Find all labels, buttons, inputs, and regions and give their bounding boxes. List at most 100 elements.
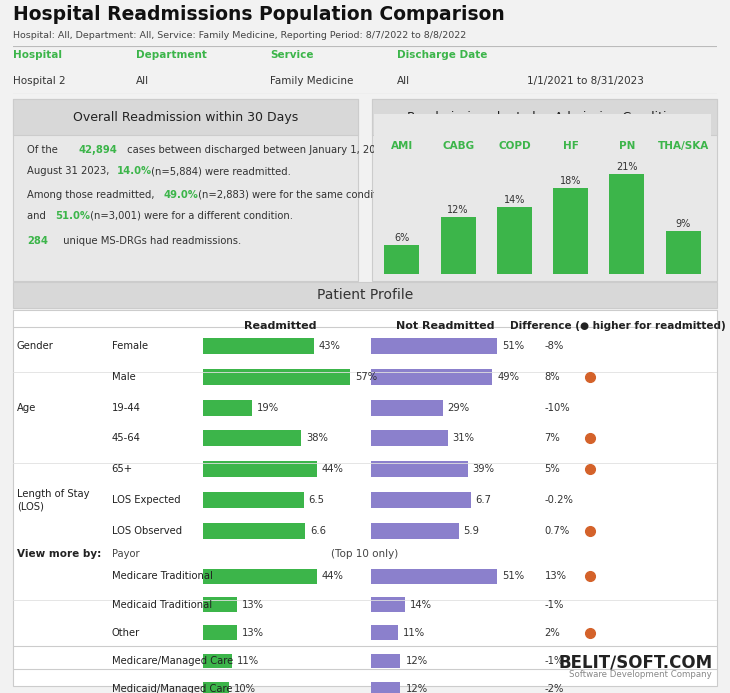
Bar: [203, 492, 304, 508]
Text: Medicare Traditional: Medicare Traditional: [112, 572, 212, 581]
Text: Length of Stay
(LOS): Length of Stay (LOS): [17, 489, 89, 511]
Text: CABG: CABG: [442, 141, 474, 151]
Text: Of the: Of the: [27, 146, 61, 155]
Text: 6.5: 6.5: [309, 495, 325, 505]
Text: August 31 2023,: August 31 2023,: [27, 166, 112, 176]
Text: 51.0%: 51.0%: [55, 211, 91, 221]
Bar: [371, 369, 493, 385]
Text: 12%: 12%: [405, 684, 428, 693]
Text: Medicare/Managed Care: Medicare/Managed Care: [112, 656, 233, 666]
Text: 21%: 21%: [616, 161, 637, 172]
Bar: [371, 523, 458, 539]
Bar: [441, 216, 475, 274]
Text: Patient Profile: Patient Profile: [317, 288, 413, 302]
Text: Difference (● higher for readmitted): Difference (● higher for readmitted): [510, 321, 726, 331]
Bar: [371, 338, 497, 354]
Text: Female: Female: [112, 341, 147, 351]
Bar: [203, 682, 229, 693]
Text: 5%: 5%: [545, 464, 560, 474]
Text: Among those readmitted,: Among those readmitted,: [27, 190, 158, 200]
Text: and: and: [27, 211, 49, 221]
Text: unique MS-DRGs had readmissions.: unique MS-DRGs had readmissions.: [61, 236, 242, 246]
Text: 13%: 13%: [242, 628, 264, 638]
Text: 44%: 44%: [322, 464, 344, 474]
Text: Medicaid Traditional: Medicaid Traditional: [112, 599, 212, 610]
Text: 10%: 10%: [234, 684, 256, 693]
Bar: [13, 99, 358, 281]
Text: 51%: 51%: [502, 341, 524, 351]
Text: Not Readmitted: Not Readmitted: [396, 321, 494, 331]
Bar: [385, 245, 419, 274]
Text: 9%: 9%: [675, 219, 691, 229]
Text: 65+: 65+: [112, 464, 133, 474]
Bar: [371, 626, 398, 640]
Text: 29%: 29%: [447, 403, 470, 412]
Text: 2%: 2%: [545, 628, 560, 638]
Text: 11%: 11%: [237, 656, 258, 666]
Bar: [203, 523, 305, 539]
Bar: [203, 338, 314, 354]
Text: Gender: Gender: [17, 341, 53, 351]
Text: COPD: COPD: [498, 141, 531, 151]
Text: 42,894: 42,894: [79, 146, 118, 155]
Text: 13%: 13%: [545, 572, 566, 581]
Text: Discharge Date: Discharge Date: [396, 50, 487, 60]
Text: 5.9: 5.9: [464, 526, 480, 536]
Text: 18%: 18%: [560, 176, 581, 186]
Text: 0.7%: 0.7%: [545, 526, 569, 536]
Bar: [372, 99, 717, 135]
Text: 19-44: 19-44: [112, 403, 141, 412]
Text: 12%: 12%: [447, 204, 469, 215]
Text: 49%: 49%: [497, 371, 519, 382]
Bar: [203, 569, 317, 584]
Text: 12%: 12%: [405, 656, 428, 666]
Text: Hospital 2: Hospital 2: [13, 76, 66, 86]
Text: 44%: 44%: [322, 572, 344, 581]
Text: 45-64: 45-64: [112, 433, 141, 444]
Text: Service: Service: [270, 50, 313, 60]
Text: -8%: -8%: [545, 341, 564, 351]
Text: Hospital Readmissions Population Comparison: Hospital Readmissions Population Compari…: [13, 5, 505, 24]
Text: Hospital: All, Department: All, Service: Family Medicine, Reporting Period: 8/7/: Hospital: All, Department: All, Service:…: [13, 31, 466, 40]
Text: 6%: 6%: [394, 234, 410, 243]
Bar: [203, 626, 237, 640]
Text: 14%: 14%: [504, 195, 525, 205]
Text: -1%: -1%: [545, 656, 564, 666]
Text: Payor: Payor: [112, 550, 139, 559]
Text: 38%: 38%: [306, 433, 328, 444]
Text: 39%: 39%: [472, 464, 494, 474]
Text: 43%: 43%: [319, 341, 341, 351]
Text: Hospital: Hospital: [13, 50, 62, 60]
Text: LOS Expected: LOS Expected: [112, 495, 180, 505]
Text: 13%: 13%: [242, 599, 264, 610]
Bar: [203, 597, 237, 612]
Text: Overall Readmission within 30 Days: Overall Readmission within 30 Days: [73, 111, 298, 124]
Text: All: All: [137, 76, 150, 86]
Text: (n=3,001) were for a different condition.: (n=3,001) were for a different condition…: [87, 211, 293, 221]
Bar: [371, 597, 405, 612]
Bar: [203, 400, 252, 416]
Text: 19%: 19%: [257, 403, 279, 412]
Bar: [371, 569, 497, 584]
Bar: [203, 369, 350, 385]
Text: Department: Department: [137, 50, 207, 60]
Text: HF: HF: [563, 141, 579, 151]
Text: (n=5,884) were readmitted.: (n=5,884) were readmitted.: [148, 166, 291, 176]
Text: -1%: -1%: [545, 599, 564, 610]
Bar: [203, 430, 301, 446]
Text: 11%: 11%: [403, 628, 425, 638]
Text: 6.6: 6.6: [310, 526, 326, 536]
Text: 284: 284: [27, 236, 48, 246]
Text: (Top 10 only): (Top 10 only): [331, 550, 399, 559]
Text: PN: PN: [619, 141, 635, 151]
Bar: [371, 492, 471, 508]
Text: Family Medicine: Family Medicine: [270, 76, 353, 86]
Text: -2%: -2%: [545, 684, 564, 693]
Text: 57%: 57%: [356, 371, 377, 382]
Bar: [371, 400, 442, 416]
Text: 8%: 8%: [545, 371, 560, 382]
Text: cases between discharged between January 1, 2023 and: cases between discharged between January…: [123, 146, 410, 155]
Text: 14%: 14%: [410, 599, 432, 610]
Bar: [203, 462, 317, 477]
Text: View more by:: View more by:: [17, 550, 101, 559]
